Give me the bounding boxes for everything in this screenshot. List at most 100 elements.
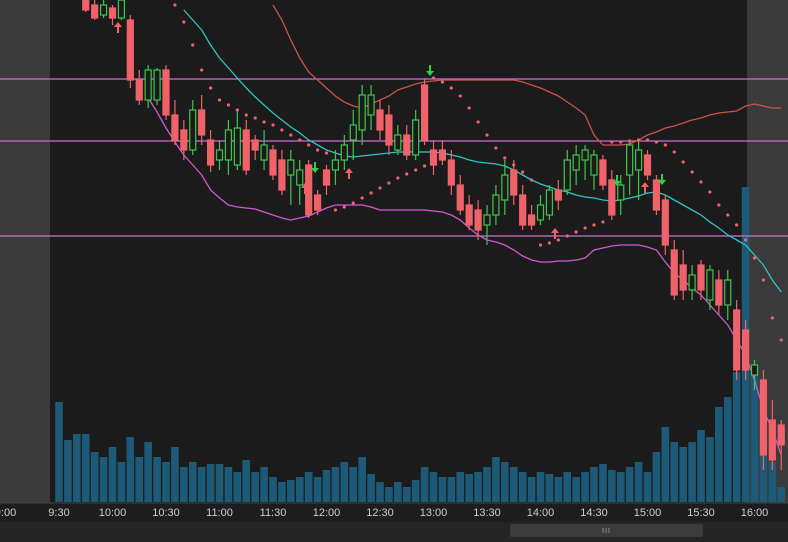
volume-bar: [465, 474, 473, 502]
sell-arrow: [426, 65, 434, 76]
volume-bar: [634, 462, 643, 502]
x-tick-label: 10:30: [152, 507, 180, 519]
candle-body: [733, 309, 741, 371]
volume-bar: [581, 472, 589, 502]
volume-bar: [171, 447, 179, 502]
volume-bar: [616, 472, 625, 502]
sar-dot: [360, 196, 364, 200]
volume-bar: [162, 462, 170, 502]
x-tick-label: 10:00: [99, 507, 127, 519]
candle-body: [135, 79, 143, 101]
candle-body: [429, 149, 438, 166]
x-tick-label: 13:30: [473, 507, 501, 519]
volume-bar: [572, 477, 580, 502]
candle-body: [126, 19, 134, 81]
volume-bar: [385, 487, 393, 502]
candle-body: [438, 149, 447, 161]
volume-bar: [777, 487, 786, 502]
candle-body: [527, 214, 536, 226]
x-axis: 9:00 9:30 10:00 10:30 11:00 11:30 12:00 12:30 13…: [0, 507, 768, 519]
candle-body: [545, 189, 554, 216]
volume-bar: [81, 434, 90, 502]
volume-bar: [527, 477, 536, 502]
candle-body: [715, 279, 723, 306]
x-tick-label: 15:30: [687, 507, 715, 519]
volume-bar: [340, 462, 349, 502]
volume-bar: [376, 482, 384, 502]
x-tick-label: 14:00: [527, 507, 555, 519]
candle-body: [403, 134, 411, 156]
sar-dot: [405, 172, 409, 176]
sar-dot: [307, 143, 311, 147]
sar-dot: [726, 213, 730, 217]
sar-dot: [735, 223, 739, 227]
sar-dot: [512, 163, 516, 167]
sar-dot: [449, 86, 453, 90]
volume-bar: [715, 407, 723, 502]
indicator-line: [272, 4, 782, 146]
volume-bar: [180, 467, 188, 502]
candle-body: [385, 114, 393, 146]
volume-bar: [643, 472, 652, 502]
sar-dot: [387, 181, 391, 185]
candle-body: [269, 149, 277, 176]
volume-bar: [233, 472, 242, 502]
sar-dot: [565, 234, 569, 238]
x-tick-label: 16:00: [741, 507, 769, 519]
candle-body: [456, 184, 464, 211]
candle-body: [296, 169, 304, 186]
sar-dot: [681, 160, 685, 164]
candle-body: [777, 424, 785, 446]
sar-dot: [253, 116, 257, 120]
x-tick-label: 14:30: [580, 507, 608, 519]
sar-dot: [369, 191, 373, 195]
volume-bar: [117, 462, 126, 502]
volume-bar: [73, 434, 81, 502]
candle-body: [501, 174, 509, 201]
candle-body: [349, 124, 357, 141]
candle-body: [590, 154, 598, 176]
volume-bar: [429, 472, 438, 502]
sar-dot: [431, 76, 436, 80]
candles: [82, 0, 785, 470]
candle-body: [750, 364, 759, 376]
volume-bar: [590, 467, 598, 502]
x-tick-label: 11:30: [260, 507, 287, 519]
candle-body: [224, 129, 233, 161]
candle-body: [420, 84, 429, 141]
sar-dot: [538, 243, 543, 247]
volume-bar: [322, 470, 331, 502]
candle-body: [670, 249, 678, 296]
sar-dot: [315, 148, 320, 152]
x-tick-label: 12:00: [313, 507, 341, 519]
candle-body: [724, 279, 732, 306]
volume-bar: [706, 437, 714, 502]
candle-body: [305, 164, 313, 216]
volume-bar: [750, 367, 759, 502]
volume-bar: [447, 477, 456, 502]
volume-bar: [438, 477, 447, 502]
volume-bar: [358, 457, 366, 502]
candle-body: [189, 109, 197, 151]
sar-dot: [708, 190, 712, 194]
sar-dot: [601, 220, 605, 224]
volume-bar: [99, 457, 108, 502]
sar-dot: [761, 278, 766, 282]
candle-body: [340, 144, 348, 161]
candle-body: [91, 4, 99, 19]
sar-dot: [191, 43, 195, 47]
volume-bar: [554, 477, 563, 502]
volume-bar: [652, 452, 661, 502]
volume-bar: [251, 472, 259, 502]
sar-dot: [271, 123, 275, 127]
candle-body: [180, 129, 188, 151]
sar-dot: [173, 3, 177, 7]
sar-dot: [574, 230, 578, 234]
candle-body: [278, 159, 286, 191]
candle-body: [536, 204, 545, 221]
sar-dot: [636, 138, 641, 142]
sar-dot: [529, 178, 534, 182]
candle-body: [706, 269, 714, 301]
sar-dot: [396, 176, 400, 180]
